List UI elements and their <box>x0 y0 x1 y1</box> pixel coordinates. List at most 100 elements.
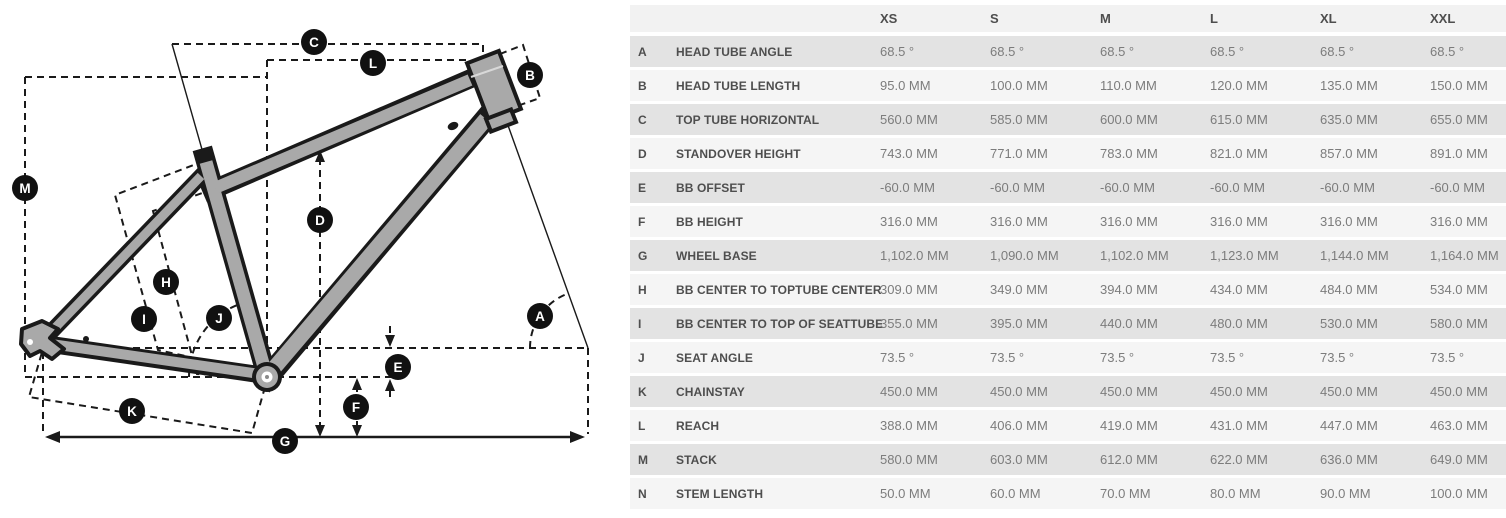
marker-letter-G: G <box>280 434 291 449</box>
marker-letter-I: I <box>142 312 146 327</box>
diagram-label-B: B <box>517 62 543 88</box>
value-e-s: -60.0 MM <box>990 180 1045 195</box>
value-m-s: 603.0 MM <box>990 452 1048 467</box>
size-column-header-m: M <box>1100 11 1111 26</box>
row-letter: M <box>638 452 648 467</box>
marker-letter-D: D <box>315 213 325 228</box>
value-m-xxl: 649.0 MM <box>1430 452 1488 467</box>
value-c-xs: 560.0 MM <box>880 112 938 127</box>
arrowhead-left <box>45 431 60 443</box>
value-e-l: -60.0 MM <box>1210 180 1265 195</box>
value-e-xxl: -60.0 MM <box>1430 180 1485 195</box>
row-label: BB HEIGHT <box>676 214 743 229</box>
value-n-xxl: 100.0 MM <box>1430 486 1488 501</box>
value-g-m: 1,102.0 MM <box>1100 248 1169 263</box>
marker-letter-A: A <box>535 309 545 324</box>
arrowhead-right <box>570 431 585 443</box>
diagram-label-H: H <box>153 269 179 295</box>
value-f-xl: 316.0 MM <box>1320 214 1378 229</box>
value-d-m: 783.0 MM <box>1100 146 1158 161</box>
marker-letter-J: J <box>215 311 223 326</box>
value-i-l: 480.0 MM <box>1210 316 1268 331</box>
value-d-l: 821.0 MM <box>1210 146 1268 161</box>
table-row-a: A HEAD TUBE ANGLE 68.5 ° 68.5 ° 68.5 ° 68.5 °… <box>630 36 1506 67</box>
row-label: REACH <box>676 418 720 433</box>
marker-letter-M: M <box>19 181 30 196</box>
value-g-xs: 1,102.0 MM <box>880 248 949 263</box>
value-j-m: 73.5 ° <box>1100 350 1135 365</box>
value-f-l: 316.0 MM <box>1210 214 1268 229</box>
value-a-l: 68.5 ° <box>1210 44 1245 59</box>
value-f-xxl: 316.0 MM <box>1430 214 1488 229</box>
table-row-c: C TOP TUBE HORIZONTAL 560.0 MM 585.0 MM 600.… <box>630 104 1506 135</box>
seat-tube-axis-line <box>171 43 206 161</box>
arrowhead-F-top <box>352 378 362 390</box>
row-label: BB CENTER TO TOP OF SEATTUBE <box>676 316 884 331</box>
dimension-arrowheads <box>315 150 395 437</box>
row-label: BB OFFSET <box>676 180 745 195</box>
row-label: HEAD TUBE LENGTH <box>676 78 801 93</box>
diagram-label-J: J <box>206 305 232 331</box>
value-h-l: 434.0 MM <box>1210 282 1268 297</box>
value-k-xs: 450.0 MM <box>880 384 938 399</box>
marker-circle-C <box>301 29 327 55</box>
row-label: STACK <box>676 452 717 467</box>
head-tube <box>464 48 524 124</box>
value-n-l: 80.0 MM <box>1210 486 1261 501</box>
value-f-xs: 316.0 MM <box>880 214 938 229</box>
value-g-xl: 1,144.0 MM <box>1320 248 1389 263</box>
value-c-l: 615.0 MM <box>1210 112 1268 127</box>
table-row-h: H BB CENTER TO TOPTUBE CENTER 309.0 MM 349.… <box>630 274 1506 305</box>
table-row-n: N STEM LENGTH 50.0 MM 60.0 MM 70.0 MM 80.0 MM… <box>630 478 1506 509</box>
diagram-label-G: G <box>272 428 298 454</box>
value-l-xl: 447.0 MM <box>1320 418 1378 433</box>
row-label: WHEEL BASE <box>676 248 757 263</box>
table-row-g: G WHEEL BASE 1,102.0 MM 1,090.0 MM 1,102.0 M… <box>630 240 1506 271</box>
value-m-xs: 580.0 MM <box>880 452 938 467</box>
value-j-xs: 73.5 ° <box>880 350 915 365</box>
value-j-xxl: 73.5 ° <box>1430 350 1465 365</box>
down-tube <box>263 114 492 379</box>
marker-circle-H <box>153 269 179 295</box>
row-letter: F <box>638 214 646 229</box>
dim-top-tube-horizontal-C <box>172 43 484 58</box>
size-column-header-l: L <box>1210 11 1218 26</box>
value-n-m: 70.0 MM <box>1100 486 1151 501</box>
value-g-xxl: 1,164.0 MM <box>1430 248 1499 263</box>
size-column-header-s: S <box>990 11 999 26</box>
value-m-l: 622.0 MM <box>1210 452 1268 467</box>
diagram-label-K: K <box>119 398 145 424</box>
value-m-xl: 636.0 MM <box>1320 452 1378 467</box>
table-row-b: B HEAD TUBE LENGTH 95.0 MM 100.0 MM 110.0 MM… <box>630 70 1506 101</box>
axis-lines <box>171 43 589 349</box>
marker-circle-M <box>12 175 38 201</box>
value-h-xs: 309.0 MM <box>880 282 938 297</box>
value-b-l: 120.0 MM <box>1210 78 1268 93</box>
marker-letter-K: K <box>127 404 137 419</box>
value-k-xl: 450.0 MM <box>1320 384 1378 399</box>
rear-dropout <box>19 319 66 361</box>
marker-circle-F <box>343 394 369 420</box>
value-i-xl: 530.0 MM <box>1320 316 1378 331</box>
row-label: SEAT ANGLE <box>676 350 754 365</box>
row-label: HEAD TUBE ANGLE <box>676 44 793 59</box>
axle-slot <box>27 339 33 345</box>
marker-circle-K <box>119 398 145 424</box>
value-h-xl: 484.0 MM <box>1320 282 1378 297</box>
table-row-m: M STACK 580.0 MM 603.0 MM 612.0 MM 622.0 MM 63… <box>630 444 1506 475</box>
value-j-xl: 73.5 ° <box>1320 350 1355 365</box>
table-row-d: D STANDOVER HEIGHT 743.0 MM 771.0 MM 783.0 M… <box>630 138 1506 169</box>
value-c-s: 585.0 MM <box>990 112 1048 127</box>
headset-split-line <box>470 65 504 78</box>
value-l-xs: 388.0 MM <box>880 418 938 433</box>
arrowhead-D-top <box>315 150 325 162</box>
value-f-m: 316.0 MM <box>1100 214 1158 229</box>
marker-circle-B <box>517 62 543 88</box>
row-letter: C <box>638 112 647 127</box>
diagram-markers: A B C D E F G H I J K L M <box>12 29 553 454</box>
arrowhead-E-down <box>385 335 395 347</box>
value-h-s: 349.0 MM <box>990 282 1048 297</box>
row-letter: E <box>638 180 647 195</box>
value-k-xxl: 450.0 MM <box>1430 384 1488 399</box>
diagram-label-L: L <box>360 50 386 76</box>
